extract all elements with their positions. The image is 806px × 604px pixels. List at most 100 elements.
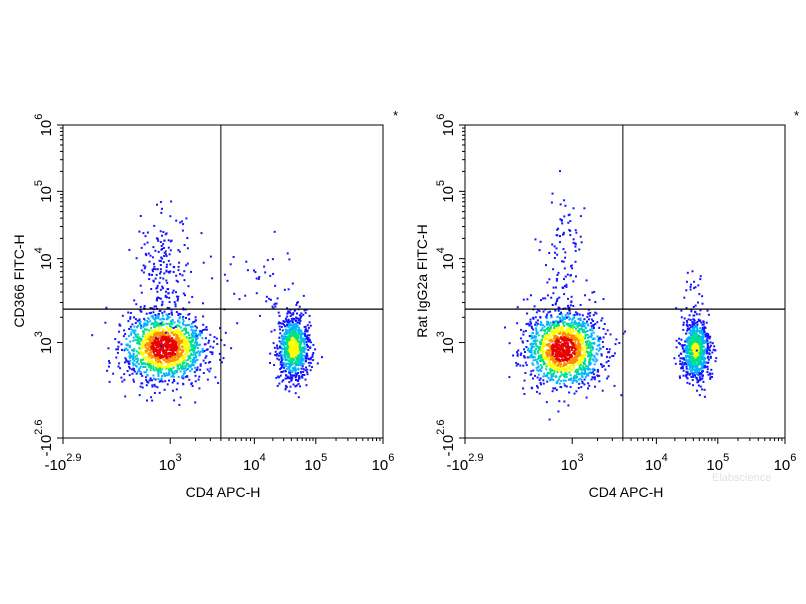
- event-dot: [279, 322, 282, 325]
- event-dot: [551, 329, 554, 332]
- event-dot: [570, 341, 573, 344]
- event-dot: [138, 343, 141, 345]
- event-dot: [170, 239, 173, 242]
- event-dot: [160, 245, 163, 247]
- event-dot: [108, 362, 111, 364]
- event-dot: [288, 359, 291, 362]
- event-dot: [171, 359, 174, 362]
- event-dot: [584, 335, 587, 338]
- event-dot: [581, 347, 584, 349]
- event-dot: [287, 320, 290, 323]
- event-dot: [216, 343, 219, 345]
- event-dot: [565, 335, 568, 338]
- event-dot: [569, 335, 572, 337]
- event-dot: [134, 355, 137, 358]
- event-dot: [701, 332, 704, 335]
- event-dot: [105, 306, 108, 309]
- event-dot: [148, 365, 151, 368]
- event-dot: [298, 322, 301, 325]
- event-dot: [153, 265, 156, 268]
- event-dot: [699, 327, 702, 330]
- event-dot: [522, 364, 525, 367]
- event-dot: [687, 336, 690, 339]
- event-dot: [166, 318, 168, 321]
- event-dot: [276, 384, 279, 387]
- event-dot: [167, 270, 170, 273]
- event-dot: [571, 364, 574, 367]
- event-dot: [154, 348, 157, 351]
- event-dot: [568, 366, 571, 369]
- event-dot: [121, 314, 124, 317]
- event-dot: [696, 362, 699, 365]
- event-dot: [146, 323, 149, 326]
- event-dot: [524, 351, 526, 353]
- event-dot: [142, 232, 145, 235]
- event-dot: [568, 317, 571, 320]
- event-dot: [276, 347, 279, 350]
- event-dot: [151, 342, 153, 345]
- event-dot: [558, 344, 561, 347]
- event-dot: [685, 320, 688, 322]
- event-dot: [271, 258, 274, 261]
- event-dot: [153, 392, 156, 394]
- event-dot: [546, 357, 549, 360]
- event-dot: [692, 314, 695, 317]
- event-dot: [301, 365, 304, 368]
- event-dot: [694, 335, 697, 338]
- event-dot: [155, 333, 157, 336]
- event-dot: [164, 294, 167, 297]
- event-dot: [278, 325, 281, 328]
- event-dot: [537, 369, 540, 372]
- event-dot: [287, 344, 289, 347]
- event-dot: [703, 388, 706, 391]
- event-dot: [287, 326, 290, 329]
- event-dot: [130, 355, 133, 358]
- event-dot: [283, 366, 286, 369]
- event-dot: [534, 350, 537, 353]
- event-dot: [541, 349, 544, 352]
- event-dot: [585, 342, 588, 345]
- event-dot: [587, 387, 589, 390]
- event-dot: [567, 327, 570, 330]
- event-dot: [191, 363, 194, 366]
- event-dot: [184, 356, 187, 359]
- event-dot: [689, 357, 692, 360]
- event-dot: [161, 336, 163, 339]
- event-dot: [294, 385, 297, 388]
- event-dot: [566, 322, 569, 325]
- event-dot: [566, 343, 569, 346]
- event-dot: [551, 334, 554, 337]
- event-dot: [566, 362, 569, 365]
- event-dot: [562, 331, 565, 334]
- event-dot: [289, 359, 292, 362]
- event-dot: [152, 367, 155, 370]
- event-dot: [146, 344, 149, 347]
- event-dot: [580, 338, 583, 341]
- event-dot: [556, 331, 559, 334]
- event-dot: [179, 334, 182, 337]
- event-dot: [284, 364, 287, 367]
- event-dot: [136, 361, 139, 364]
- event-dot: [291, 335, 294, 338]
- event-dot: [142, 344, 145, 347]
- event-dot: [152, 368, 155, 371]
- event-dot: [548, 345, 551, 348]
- event-dot: [589, 346, 592, 349]
- event-dot: [691, 320, 694, 323]
- population-cluster: [128, 200, 212, 347]
- event-dot: [701, 355, 704, 358]
- event-dot: [175, 337, 178, 340]
- event-dot: [167, 330, 170, 333]
- event-dot: [540, 354, 542, 357]
- event-dot: [536, 369, 539, 372]
- event-dot: [686, 325, 689, 328]
- event-dot: [173, 361, 176, 364]
- event-dot: [172, 340, 175, 342]
- event-dot: [121, 380, 124, 383]
- event-dot: [173, 331, 176, 334]
- event-dot: [522, 330, 525, 333]
- event-dot: [611, 355, 614, 357]
- event-dot: [165, 338, 168, 340]
- event-dot: [194, 339, 197, 342]
- event-dot: [144, 358, 147, 361]
